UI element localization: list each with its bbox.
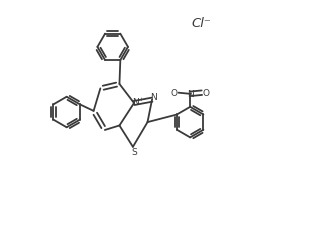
Text: Cl⁻: Cl⁻	[192, 17, 211, 29]
Text: N: N	[150, 93, 156, 102]
Text: N: N	[132, 98, 139, 107]
Text: S: S	[131, 148, 137, 157]
Text: O: O	[203, 88, 209, 97]
Text: O: O	[171, 88, 178, 97]
Text: +-: +-	[139, 96, 146, 101]
Text: N: N	[187, 90, 193, 99]
